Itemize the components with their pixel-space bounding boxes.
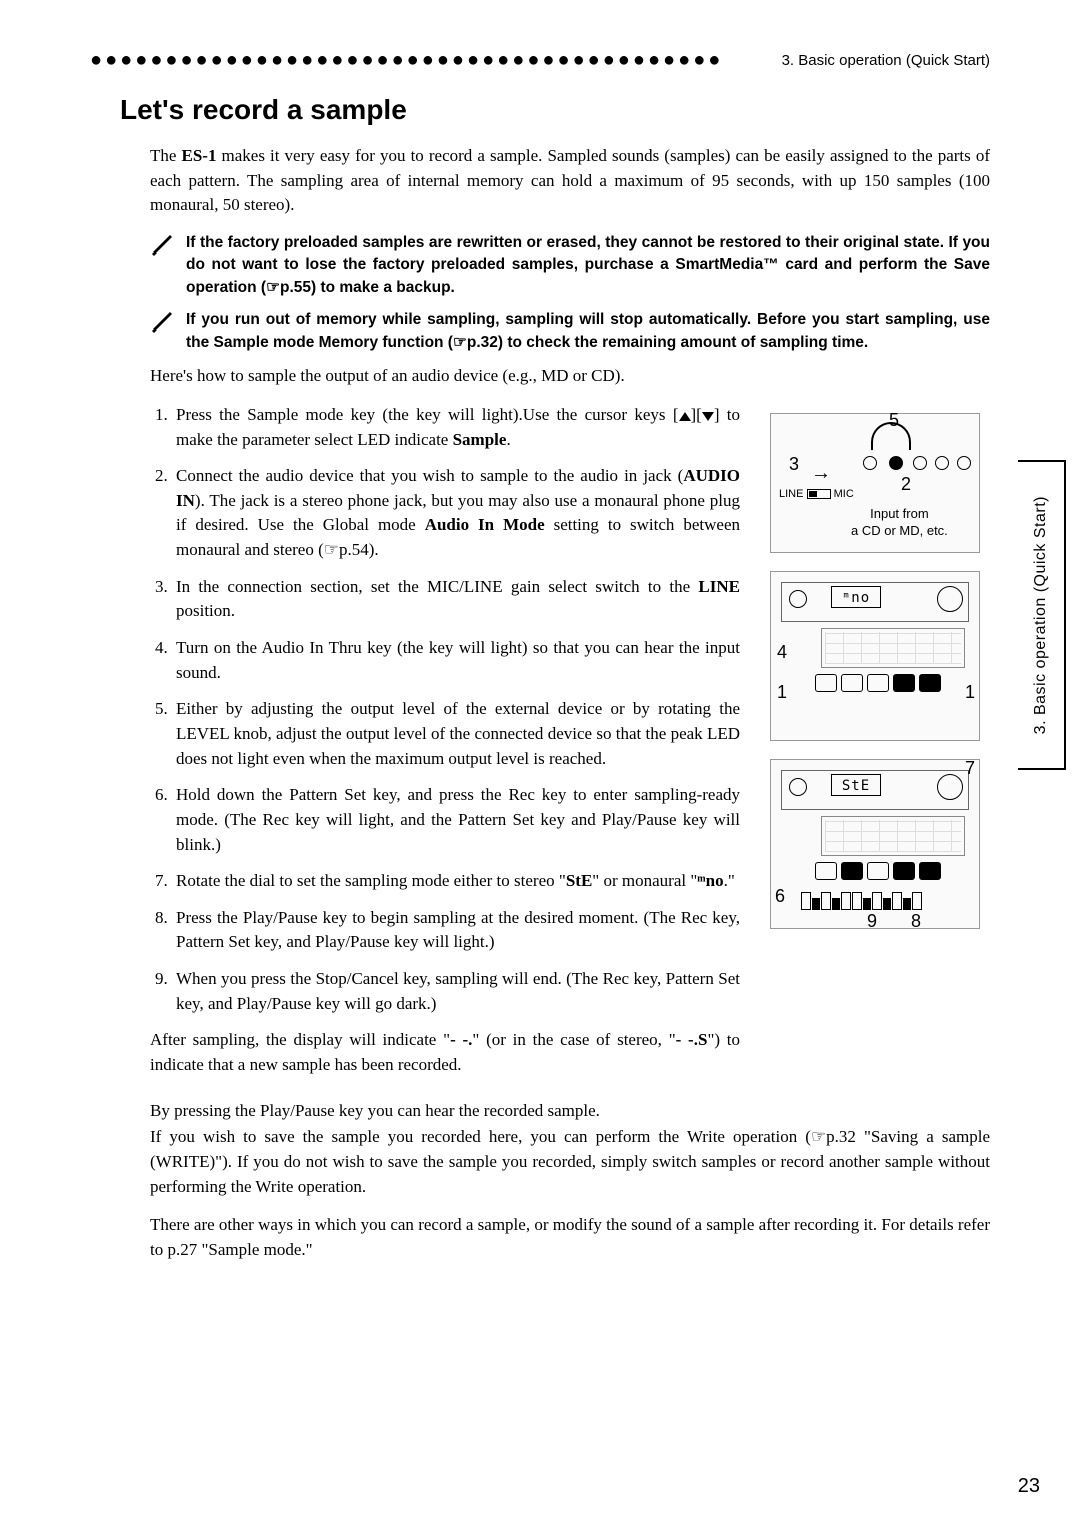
step-6: Hold down the Pattern Set key, and press… [172, 783, 740, 857]
section-title: Let's record a sample [120, 94, 990, 126]
callout-3: 3 [789, 454, 799, 475]
step-3: In the connection section, set the MIC/L… [172, 575, 740, 624]
display-mono: ᵐno [831, 586, 881, 608]
panel-diagram-stereo: StE 7 6 9 8 [770, 759, 980, 929]
diagram-caption: Input froma CD or MD, etc. [851, 506, 948, 540]
steps-list: Press the Sample mode key (the key will … [150, 403, 740, 1016]
callout-8: 8 [911, 911, 921, 932]
jack-icon [913, 456, 927, 470]
header-dots: ●●●●●●●●●●●●●●●●●●●●●●●●●●●●●●●●●●●●●●●●… [90, 50, 778, 70]
intro-paragraph: The ES-1 makes it very easy for you to r… [150, 144, 990, 218]
lead-in: Here's how to sample the output of an au… [150, 364, 990, 389]
step-2: Connect the audio device that you wish t… [172, 464, 740, 563]
after-text-1: After sampling, the display will indicat… [150, 1028, 740, 1077]
jack-icon [889, 456, 903, 470]
callout-1: 1 [777, 682, 787, 703]
note-text-2: If you run out of memory while sampling,… [186, 309, 990, 354]
note-text-1: If the factory preloaded samples are rew… [186, 232, 990, 299]
jack-icon [935, 456, 949, 470]
gain-switch: LINE MIC [779, 488, 854, 500]
display-stereo: StE [831, 774, 881, 796]
step-1: Press the Sample mode key (the key will … [172, 403, 740, 452]
step-9: When you press the Stop/Cancel key, samp… [172, 967, 740, 1016]
warning-icon [150, 232, 176, 299]
callout-2: 2 [901, 474, 911, 495]
side-tab-label: 3. Basic operation (Quick Start) [1032, 496, 1050, 734]
after-text-2: By pressing the Play/Pause key you can h… [150, 1099, 990, 1124]
jack-icon [863, 456, 877, 470]
step-keys [801, 892, 969, 916]
side-tab: 3. Basic operation (Quick Start) [1018, 460, 1066, 770]
callout-4: 4 [777, 642, 787, 663]
step-4: Turn on the Audio In Thru key (the key w… [172, 636, 740, 685]
warning-note-1: If the factory preloaded samples are rew… [150, 232, 990, 299]
warning-note-2: If you run out of memory while sampling,… [150, 309, 990, 354]
callout-1b: 1 [965, 682, 975, 703]
step-8: Press the Play/Pause key to begin sampli… [172, 906, 740, 955]
callout-6: 6 [775, 886, 785, 907]
steps-column: Press the Sample mode key (the key will … [150, 403, 760, 1095]
step-7: Rotate the dial to set the sampling mode… [172, 869, 740, 894]
chapter-label: 3. Basic operation (Quick Start) [782, 52, 990, 69]
page-header: ●●●●●●●●●●●●●●●●●●●●●●●●●●●●●●●●●●●●●●●●… [90, 50, 990, 70]
panel-diagram-mono: ᵐno 4 1 1 [770, 571, 980, 741]
warning-icon [150, 309, 176, 354]
connection-diagram: → LINE MIC Input froma CD or MD, etc. 5 … [770, 413, 980, 553]
page-number: 23 [1018, 1475, 1040, 1498]
callout-7: 7 [965, 758, 975, 779]
callout-9: 9 [867, 911, 877, 932]
jack-icon [957, 456, 971, 470]
diagram-column: → LINE MIC Input froma CD or MD, etc. 5 … [760, 403, 990, 1095]
arrow-icon: → [811, 462, 831, 485]
after-text-4: There are other ways in which you can re… [150, 1213, 990, 1262]
callout-5: 5 [889, 410, 899, 431]
step-5: Either by adjusting the output level of … [172, 697, 740, 771]
after-text-3: If you wish to save the sample you recor… [150, 1125, 990, 1199]
